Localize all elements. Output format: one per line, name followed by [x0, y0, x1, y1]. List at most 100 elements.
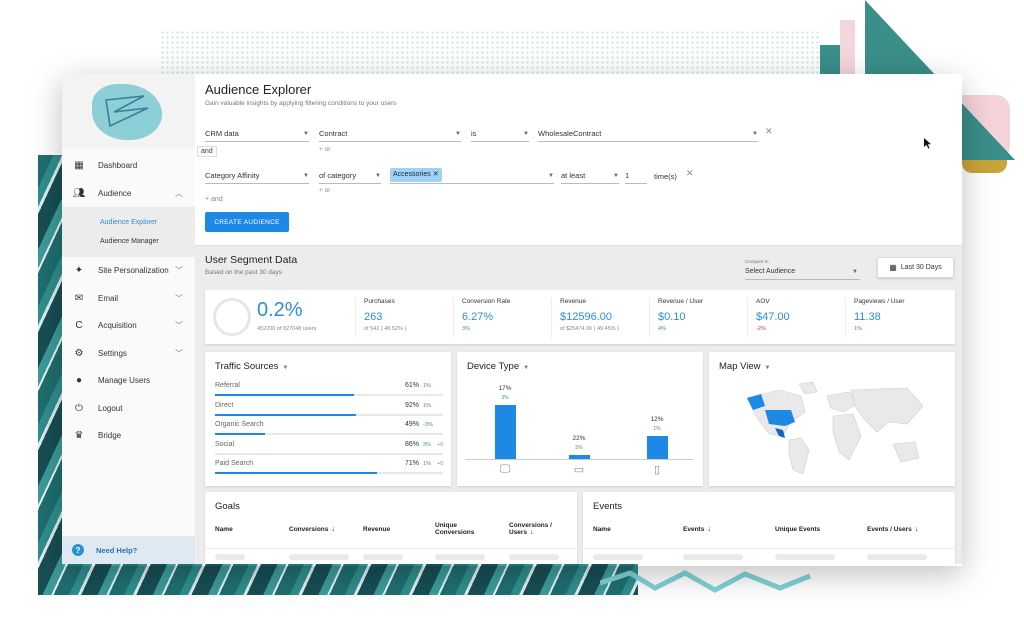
compare-label: Compare to: [745, 259, 769, 264]
date-range-button[interactable]: ▦ Last 30 Days: [877, 257, 954, 278]
sidebar-nav: ▦ Dashboard 👥︎ Audience ︿ Audience Explo…: [62, 152, 195, 450]
events-col-events[interactable]: Events ↓: [683, 526, 711, 533]
traffic-row[interactable]: Paid Search 71% 1% +0: [215, 460, 443, 480]
metric-label: AOV: [756, 298, 770, 305]
metric-change: -2%: [756, 326, 766, 332]
events-title: Events: [593, 501, 623, 512]
filter2-unit-label: time(s): [654, 172, 677, 181]
world-map[interactable]: [739, 378, 929, 478]
filter2-field-select[interactable]: Category Affinity ▼: [205, 170, 309, 184]
create-audience-button[interactable]: CREATE AUDIENCE: [205, 212, 289, 232]
metric-value: 6.27%: [462, 311, 494, 323]
traffic-row[interactable]: Direct 92% 1%: [215, 402, 443, 422]
date-range-label: Last 30 Days: [900, 264, 942, 271]
sidebar-item-logout[interactable]: ⏻ Logout: [62, 395, 195, 423]
device-type-title[interactable]: Device Type ▼: [467, 361, 529, 372]
metric-value: $12596.00: [560, 311, 612, 323]
events-col-events-label: Events: [683, 526, 705, 533]
chip-remove-icon[interactable]: ✕: [432, 171, 439, 178]
add-or-condition-link-2[interactable]: + or: [319, 187, 331, 194]
device-change-label: 1%: [653, 426, 661, 433]
events-col-unique-events[interactable]: Unique Events: [775, 526, 821, 533]
table-divider: [583, 548, 955, 549]
sidebar-item-acquisition[interactable]: C Acquisition ﹀: [62, 312, 195, 340]
gear-icon: ⚙: [74, 347, 84, 359]
events-col-name[interactable]: Name: [593, 526, 611, 533]
dropdown-arrow-icon: ▼: [752, 131, 758, 137]
goals-col-conversions-label: Conversions: [289, 526, 329, 533]
sidebar-subitem-audience-manager[interactable]: Audience Manager: [100, 238, 159, 245]
add-or-condition-link[interactable]: + or: [319, 146, 331, 153]
metric-2: Revenue $12596.00 of $25474.00 ( 49.45% ): [551, 298, 646, 338]
sidebar-item-audience[interactable]: 👥︎ Audience ︿: [62, 180, 195, 208]
sidebar-item-email[interactable]: ✉ Email ﹀: [62, 285, 195, 313]
traffic-source-change: 1%: [423, 383, 431, 389]
sidebar-item-label: Logout: [98, 403, 123, 413]
metric-change: 4%: [658, 326, 666, 332]
category-chip[interactable]: Accessories ✕: [390, 168, 442, 182]
sidebar-item-manage-users[interactable]: ● Manage Users: [62, 367, 195, 395]
filter2-category-select[interactable]: Accessories ✕ ▼: [390, 168, 554, 184]
add-and-condition-link[interactable]: + and: [205, 196, 223, 203]
filter-operator-select[interactable]: is ▼: [471, 128, 529, 142]
traffic-row[interactable]: Organic Search 49% -3%: [215, 421, 443, 441]
traffic-row[interactable]: Social 86% 3% +0: [215, 441, 443, 461]
goals-col-name[interactable]: Name: [215, 526, 233, 533]
goals-col-revenue[interactable]: Revenue: [363, 526, 391, 533]
dropdown-arrow-icon: ▼: [852, 269, 858, 275]
device-percent-label: 17%: [498, 385, 512, 392]
filter2-operator-select[interactable]: at least ▼: [561, 170, 619, 184]
power-icon: ⏻: [75, 402, 83, 414]
audience-subnav: Audience Explorer Audience Manager: [62, 207, 195, 257]
compare-audience-select[interactable]: Select Audience ▼: [745, 267, 860, 280]
traffic-source-change: 1%: [423, 402, 431, 409]
traffic-sources-title[interactable]: Traffic Sources ▼: [215, 361, 288, 372]
map-view-card: Map View ▼: [709, 352, 955, 486]
filter2-count-value: 1: [625, 171, 630, 180]
sidebar-item-settings[interactable]: ⚙ Settings ﹀: [62, 340, 195, 368]
goals-col-conversions-users[interactable]: Conversions / Users ↓: [509, 522, 571, 536]
need-help-button[interactable]: ? Need Help?: [62, 536, 195, 564]
dropdown-arrow-icon: ▼: [455, 131, 461, 137]
sidebar-item-label: Manage Users: [98, 376, 151, 386]
traffic-source-name: Referral: [215, 382, 240, 389]
device-bar-mobile[interactable]: [647, 436, 668, 459]
device-bar-desktop[interactable]: [495, 405, 516, 459]
filter-attribute-select[interactable]: Contract ▼: [319, 128, 461, 142]
traffic-progress-fill: [215, 394, 355, 396]
filter-operator-value: is: [471, 129, 477, 138]
filter-field-select[interactable]: CRM data ▼: [205, 128, 309, 142]
goals-col-conversions[interactable]: Conversions ↓: [289, 526, 335, 533]
remove-filter2-icon[interactable]: ✕: [686, 168, 694, 178]
sidebar-subitem-audience-explorer[interactable]: Audience Explorer: [100, 219, 158, 226]
map-view-title[interactable]: Map View ▼: [719, 361, 771, 372]
filter2-attribute-select[interactable]: of category ▼: [319, 170, 381, 184]
sidebar-item-dashboard[interactable]: ▦ Dashboard: [62, 152, 195, 180]
traffic-row[interactable]: Referral 61% 1%: [215, 382, 443, 402]
metric-4: AOV $47.00 -2%: [747, 298, 842, 338]
metric-label: Purchases: [364, 298, 395, 305]
email-icon: ✉: [74, 292, 84, 304]
filter2-count-input[interactable]: 1: [625, 170, 647, 184]
help-icon: ?: [72, 544, 84, 556]
goals-col-unique-conversions[interactable]: Unique Conversions: [435, 522, 475, 536]
category-chip-label: Accessories: [393, 171, 431, 178]
wand-icon: ✦: [74, 265, 84, 277]
filter-value-select[interactable]: WholesaleContract ▼: [538, 128, 758, 142]
sidebar-item-site-personalization[interactable]: ✦ Site Personalization ﹀: [62, 257, 195, 285]
people-icon: 👥︎: [72, 187, 86, 199]
goals-card: Goals Name Conversions ↓ Revenue Unique C…: [205, 492, 577, 564]
traffic-progress-track: [215, 413, 443, 416]
events-col-events-users[interactable]: Events / Users ↓: [867, 526, 918, 533]
sidebar-item-label: Acquisition: [98, 321, 137, 331]
device-bar-tablet[interactable]: [569, 454, 590, 459]
goals-title: Goals: [215, 501, 240, 512]
chevron-down-icon: ﹀: [175, 321, 183, 331]
logo[interactable]: [92, 84, 162, 140]
remove-filter-icon[interactable]: ✕: [765, 126, 773, 136]
segment-percent: 0.2%: [257, 299, 303, 321]
main-content: Audience Explorer Gain valuable insights…: [195, 74, 962, 564]
traffic-source-change-secondary: +0: [437, 441, 444, 448]
sidebar-item-bridge[interactable]: ♛ Bridge: [62, 422, 195, 450]
